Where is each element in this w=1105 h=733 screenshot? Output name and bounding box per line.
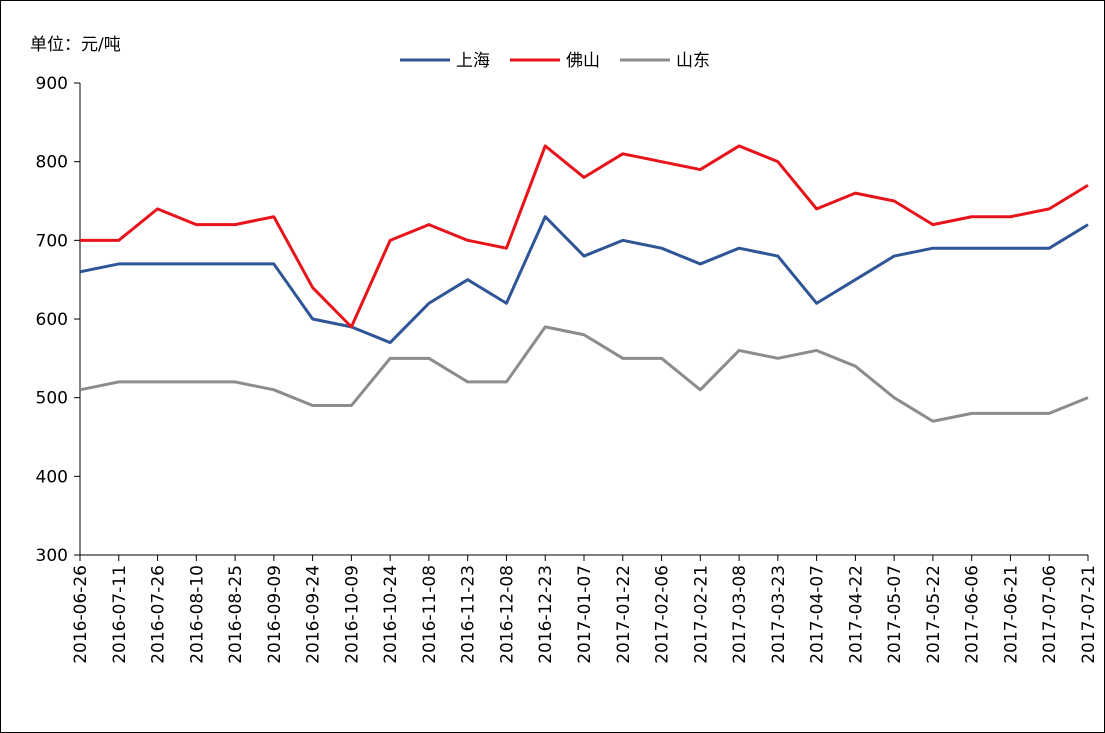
x-tick-label: 2016-06-26	[71, 565, 91, 664]
x-tick-label: 2016-11-08	[420, 565, 440, 664]
x-tick-label: 2017-07-06	[1040, 565, 1060, 664]
x-tick-label: 2017-01-07	[575, 565, 595, 664]
series-line	[79, 215, 1089, 345]
x-tick-label: 2016-07-26	[149, 565, 169, 664]
y-tick-label: 700	[36, 231, 68, 251]
y-tick-label: 300	[36, 546, 68, 566]
x-tick-label: 2017-07-21	[1079, 565, 1099, 664]
y-tick-label: 900	[36, 74, 68, 94]
x-tick-label: 2017-03-08	[730, 565, 750, 664]
x-tick-label: 2016-11-23	[459, 565, 479, 664]
y-tick-label: 800	[36, 153, 68, 173]
x-tick-label: 2016-12-23	[536, 565, 556, 664]
series-line	[80, 144, 1089, 329]
x-tick-label: 2017-04-22	[846, 565, 866, 664]
x-tick-label: 2016-10-09	[342, 565, 362, 664]
x-tick-label: 2017-05-22	[924, 565, 944, 664]
x-tick-label: 2017-04-07	[808, 565, 828, 664]
x-tick-label: 2016-09-24	[304, 565, 324, 664]
x-tick-label: 2016-10-24	[381, 565, 401, 664]
y-tick-label: 500	[36, 389, 68, 409]
x-tick-label: 2017-02-06	[653, 565, 673, 664]
x-tick-label: 2017-03-23	[769, 565, 789, 664]
x-tick-label: 2017-02-21	[691, 565, 711, 664]
x-tick-label: 2016-09-09	[265, 565, 285, 664]
x-tick-label: 2016-08-10	[187, 565, 207, 664]
x-tick-label: 2017-06-06	[963, 565, 983, 664]
y-tick-label: 400	[36, 467, 68, 487]
x-tick-label: 2016-08-25	[226, 565, 246, 664]
x-tick-label: 2017-05-07	[885, 565, 905, 664]
x-tick-label: 2017-01-22	[614, 565, 634, 664]
unit-label: 单位：元/吨	[30, 35, 121, 55]
x-tick-label: 2016-07-11	[110, 565, 130, 664]
legend-label: 上海	[456, 51, 490, 71]
series-line	[79, 325, 1089, 423]
legend-label: 山东	[676, 51, 710, 71]
x-tick-label: 2017-06-21	[1001, 565, 1021, 664]
y-tick-label: 600	[36, 310, 68, 330]
legend-label: 佛山	[566, 51, 600, 71]
x-tick-label: 2016-12-08	[497, 565, 517, 664]
